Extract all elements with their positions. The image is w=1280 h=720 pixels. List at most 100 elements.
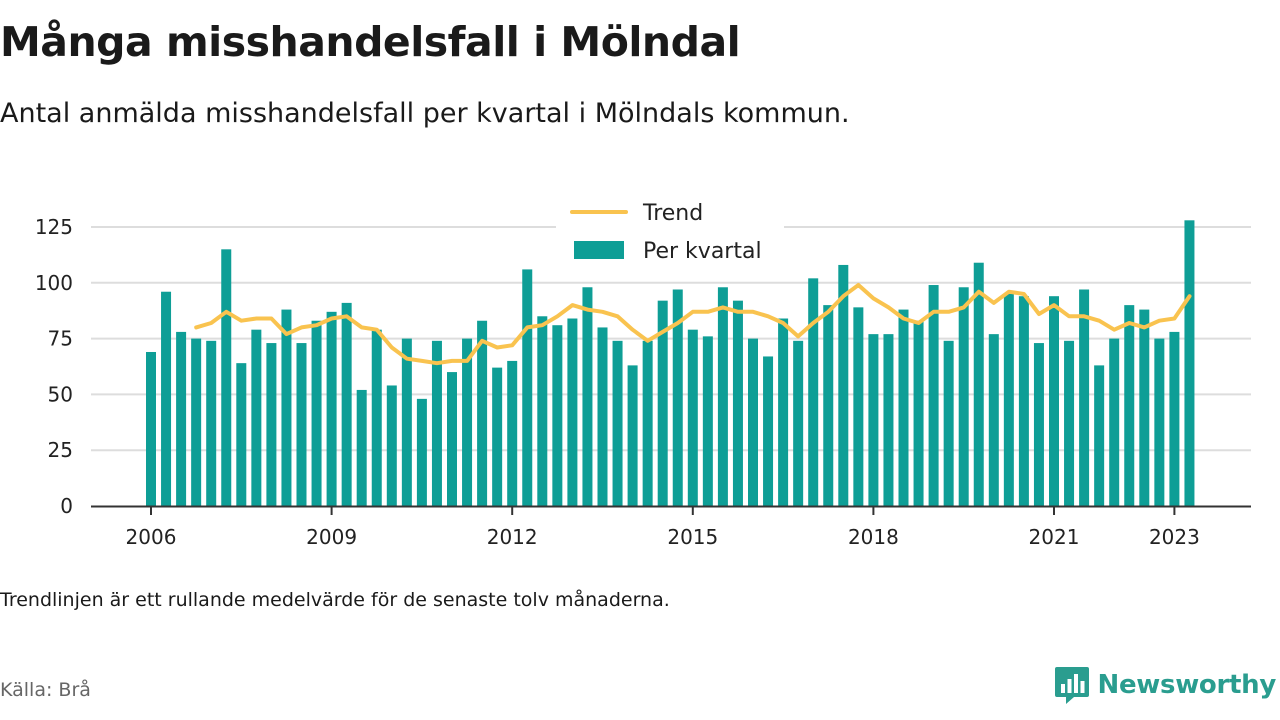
bar — [732, 300, 743, 506]
bar — [808, 278, 819, 506]
bar — [1169, 331, 1180, 506]
bar — [1079, 289, 1090, 506]
bar — [356, 389, 367, 506]
bar — [853, 307, 864, 506]
bar — [341, 302, 352, 506]
bar — [1109, 338, 1120, 506]
bar — [567, 318, 578, 506]
source-credit: Källa: Brå — [0, 679, 91, 701]
bar — [1003, 293, 1014, 506]
bar — [236, 363, 247, 506]
bar — [251, 329, 262, 506]
chart-title: Många misshandelsfall i Mölndal — [0, 18, 741, 66]
bar — [1184, 220, 1195, 506]
bar — [883, 334, 894, 506]
bar — [416, 398, 427, 506]
bar — [266, 343, 277, 506]
bar — [672, 289, 683, 506]
x-tick-label: 2021 — [1029, 525, 1080, 549]
bar — [1139, 309, 1150, 506]
bar — [823, 305, 834, 506]
bar — [838, 264, 849, 506]
bar — [973, 262, 984, 506]
bar — [793, 340, 804, 506]
bar — [507, 360, 518, 506]
bar — [281, 309, 292, 506]
bar — [1154, 338, 1165, 506]
x-tick-label: 2015 — [667, 525, 718, 549]
bar — [898, 309, 909, 506]
newsworthy-brand: Newsworthy — [1054, 664, 1276, 706]
bar — [447, 372, 457, 506]
bar — [477, 320, 488, 506]
bar — [612, 340, 623, 506]
bar — [1018, 296, 1029, 506]
bar — [988, 334, 999, 506]
bar — [431, 340, 442, 506]
y-tick-label: 0 — [60, 494, 73, 518]
bar — [642, 340, 653, 506]
bar — [537, 316, 548, 506]
bar — [492, 367, 503, 506]
legend-bar-label: Per kvartal — [643, 239, 762, 264]
bar — [371, 329, 382, 506]
bar — [778, 318, 789, 506]
bar — [552, 325, 563, 506]
bar — [1049, 296, 1059, 506]
bar — [868, 334, 879, 506]
bar-series — [146, 220, 1195, 506]
bar — [386, 385, 397, 506]
bar — [943, 340, 954, 506]
bar — [221, 249, 232, 506]
y-tick-label: 25 — [48, 438, 73, 462]
bar — [763, 356, 774, 506]
x-tick-label: 2009 — [306, 525, 357, 549]
bar — [462, 338, 473, 506]
bar — [687, 329, 698, 506]
legend-background — [556, 196, 784, 272]
trend-line — [194, 283, 1192, 366]
x-tick-label: 2006 — [126, 525, 177, 549]
x-axis-ticks: 2006 2009 2012 2015 2018 2021 2023 — [126, 507, 1200, 549]
y-tick-label: 125 — [35, 215, 73, 239]
bar — [522, 269, 533, 506]
footnote: Trendlinjen är ett rullande medelvärde f… — [0, 589, 670, 611]
bar — [913, 320, 924, 506]
bar — [1124, 305, 1135, 506]
bar — [627, 365, 638, 506]
bar — [296, 343, 307, 506]
y-tick-label: 100 — [35, 271, 73, 295]
brand-name: Newsworthy — [1097, 670, 1277, 700]
legend-bar-swatch — [574, 241, 624, 259]
legend-trend-label: Trend — [642, 201, 703, 226]
bar — [191, 338, 202, 506]
bar — [161, 291, 172, 506]
bar — [597, 327, 608, 506]
bar — [206, 340, 217, 506]
bar — [582, 287, 593, 506]
bar — [146, 351, 156, 506]
bar — [958, 287, 969, 506]
y-tick-label: 50 — [48, 382, 73, 406]
bar — [748, 338, 758, 506]
y-axis-ticks: 0 25 50 75 100 125 — [35, 215, 73, 518]
bar — [311, 320, 322, 506]
bar — [702, 336, 713, 506]
x-tick-label: 2012 — [487, 525, 538, 549]
newsworthy-logo-icon — [1054, 667, 1089, 704]
bar — [401, 338, 412, 506]
chart-subtitle: Antal anmälda misshandelsfall per kvarta… — [0, 98, 850, 129]
x-tick-label: 2018 — [848, 525, 899, 549]
bar — [717, 287, 728, 506]
bar — [176, 331, 187, 506]
x-tick-label: 2023 — [1149, 525, 1200, 549]
bar — [1094, 365, 1105, 506]
bar — [1064, 340, 1075, 506]
bar — [928, 285, 939, 506]
legend: Trend Per kvartal — [556, 196, 784, 272]
bar — [326, 311, 337, 506]
y-tick-label: 75 — [48, 327, 73, 351]
bar — [657, 300, 668, 506]
bar — [1033, 343, 1044, 506]
